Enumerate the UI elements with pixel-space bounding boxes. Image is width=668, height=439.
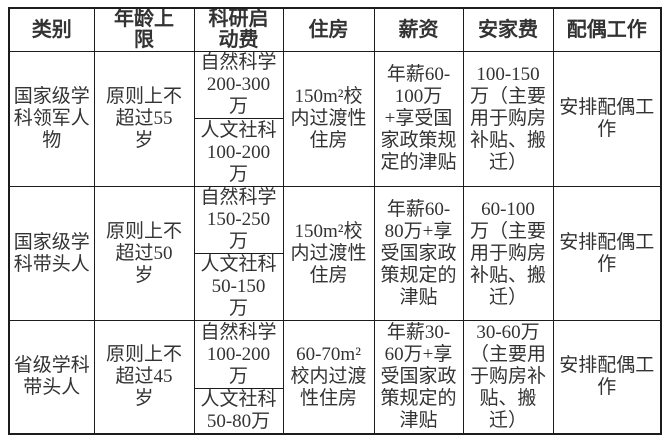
cell-fund-natural-science: 自然科学 200-300 万 xyxy=(193,51,284,119)
cell-age-limit: 原则上不 超过50 岁 xyxy=(93,186,195,321)
cell-settling-allowance: 60-100 万（主要 用于购房 补贴、搬 迁） xyxy=(462,186,554,321)
cell-salary: 年薪60- 100万 +享受国 家政策规 定的津贴 xyxy=(373,51,464,187)
cell-spouse-work: 安排配偶工 作 xyxy=(552,186,662,321)
cell-housing: 60-70m² 校内过渡 性住房 xyxy=(282,320,375,435)
cell-spouse-work: 安排配偶工 作 xyxy=(552,320,662,435)
cell-salary: 年薪60- 80万+享 受国家政 策规定的 津贴 xyxy=(373,186,464,321)
header-housing: 住房 xyxy=(282,7,375,52)
cell-fund-humanities: 人文社科 50-80万 xyxy=(193,388,284,435)
header-spouse-work: 配偶工作 xyxy=(552,7,662,52)
table-row-national-head: 国家级学 科带头人 原则上不 超过50 岁 自然科学 150-250 万 150… xyxy=(8,186,662,321)
cell-housing: 150m²校 内过渡性 住房 xyxy=(282,186,375,321)
cell-age-limit: 原则上不 超过45 岁 xyxy=(93,320,195,435)
cell-salary: 年薪30- 60万+享 受国家政 策规定的 津贴 xyxy=(373,320,464,435)
cell-fund-natural-science: 自然科学 100-200 万 xyxy=(193,320,284,389)
header-research-fund: 科研启 动费 xyxy=(193,7,284,52)
cell-settling-allowance: 100-150 万（主要 用于购房 补贴、搬 迁） xyxy=(462,51,554,187)
table-row-national-leader: 国家级学 科领军人 物 原则上不 超过55 岁 自然科学 200-300 万 1… xyxy=(8,51,662,187)
table-subrow-humanities: 人文社科 50-80万 xyxy=(9,388,661,435)
cell-settling-allowance: 30-60万 （主要用 于购房补 贴、搬 迁） xyxy=(462,320,554,435)
header-settling-allowance: 安家费 xyxy=(462,7,554,52)
cell-category: 省级学科 带头人 xyxy=(8,320,95,435)
cell-fund-humanities: 人文社科 100-200 万 xyxy=(193,118,284,187)
header-category: 类别 xyxy=(8,7,95,52)
talent-benefits-table: 类别 年龄上 限 科研启 动费 住房 薪资 安家费 配偶工作 国家级学 科领军人… xyxy=(8,7,662,435)
cell-housing: 150m²校 内过渡性 住房 xyxy=(282,51,375,187)
cell-age-limit: 原则上不 超过55 岁 xyxy=(93,51,195,187)
cell-fund-humanities: 人文社科 50-150 万 xyxy=(193,253,284,321)
cell-spouse-work: 安排配偶工 作 xyxy=(552,51,662,187)
cell-category: 国家级学 科领军人 物 xyxy=(8,51,95,187)
header-salary: 薪资 xyxy=(373,7,464,52)
cell-fund-natural-science: 自然科学 150-250 万 xyxy=(193,186,284,254)
header-row: 类别 年龄上 限 科研启 动费 住房 薪资 安家费 配偶工作 xyxy=(8,7,662,52)
table-row-provincial-head: 省级学科 带头人 原则上不 超过45 岁 自然科学 100-200 万 60-7… xyxy=(8,320,662,435)
table-subrow-humanities: 人文社科 100-200 万 xyxy=(9,118,661,187)
cell-category: 国家级学 科带头人 xyxy=(8,186,95,321)
header-age-limit: 年龄上 限 xyxy=(93,7,195,52)
